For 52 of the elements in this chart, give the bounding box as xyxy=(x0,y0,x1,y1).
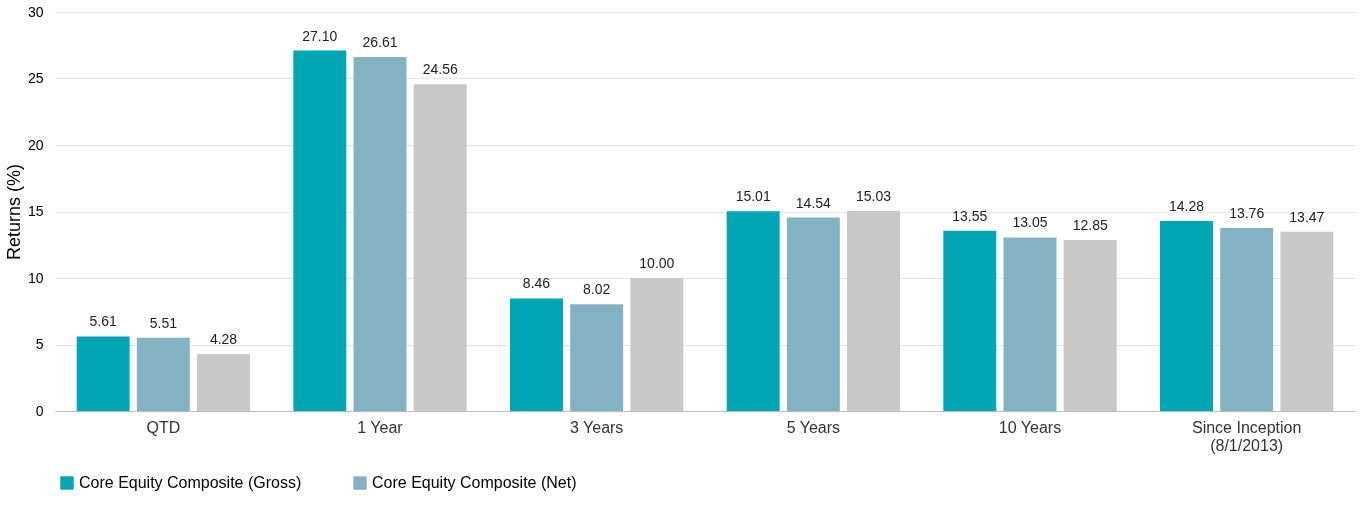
bar xyxy=(1160,221,1213,411)
bar xyxy=(786,217,840,411)
legend-label: Core Equity Composite (Gross) xyxy=(79,474,302,491)
legend-label: Core Equity Composite (Net) xyxy=(372,474,577,491)
data-label: 27.10 xyxy=(302,27,338,44)
data-label: 14.54 xyxy=(795,194,832,211)
bar xyxy=(1280,231,1334,411)
bar xyxy=(197,354,250,411)
bar xyxy=(1003,237,1057,411)
y-tick-label: 30 xyxy=(27,3,44,20)
bar xyxy=(1220,227,1274,411)
y-tick-label: 5 xyxy=(35,336,44,352)
data-label: 15.01 xyxy=(735,188,771,205)
data-label: 13.05 xyxy=(1012,214,1048,231)
data-label: 4.28 xyxy=(209,331,238,348)
data-label: 15.03 xyxy=(856,188,892,205)
data-label: 8.46 xyxy=(522,275,551,292)
data-label: 12.85 xyxy=(1072,217,1108,234)
bar xyxy=(353,57,407,411)
data-label: 10.00 xyxy=(639,255,675,271)
data-label: 24.56 xyxy=(422,61,458,78)
y-tick-label: 20 xyxy=(27,136,44,153)
y-tick-label: 15 xyxy=(27,203,44,219)
bar xyxy=(630,278,684,411)
data-label: 5.51 xyxy=(149,314,178,331)
bar xyxy=(943,230,997,411)
bar xyxy=(570,304,624,411)
y-tick-label: 25 xyxy=(27,70,44,86)
data-label: 5.61 xyxy=(89,313,117,330)
data-label: 13.76 xyxy=(1229,204,1265,221)
bar xyxy=(76,336,130,411)
bar xyxy=(726,211,780,411)
x-tick-label: 3 Years xyxy=(569,418,624,436)
bar xyxy=(510,298,563,411)
x-tick-label: 10 Years xyxy=(998,418,1062,436)
data-label: 26.61 xyxy=(362,34,398,51)
bar xyxy=(1063,240,1117,411)
y-axis-title: Returns (%) xyxy=(3,163,24,261)
y-tick-label: 0 xyxy=(35,402,44,419)
x-tick-label: QTD xyxy=(146,418,181,436)
bar xyxy=(136,337,190,411)
x-tick-label: Since Inception (8/1/2013) xyxy=(1191,418,1302,454)
data-label: 13.47 xyxy=(1289,208,1325,225)
x-tick-label: 5 Years xyxy=(786,418,841,436)
data-label: 8.02 xyxy=(583,281,611,298)
data-label: 13.55 xyxy=(952,207,988,224)
bar xyxy=(413,84,467,411)
y-tick-label: 10 xyxy=(27,269,44,286)
bar xyxy=(847,211,900,411)
bar xyxy=(293,50,347,411)
data-label: 14.28 xyxy=(1168,198,1205,215)
x-tick-label: 1 Year xyxy=(357,418,404,436)
